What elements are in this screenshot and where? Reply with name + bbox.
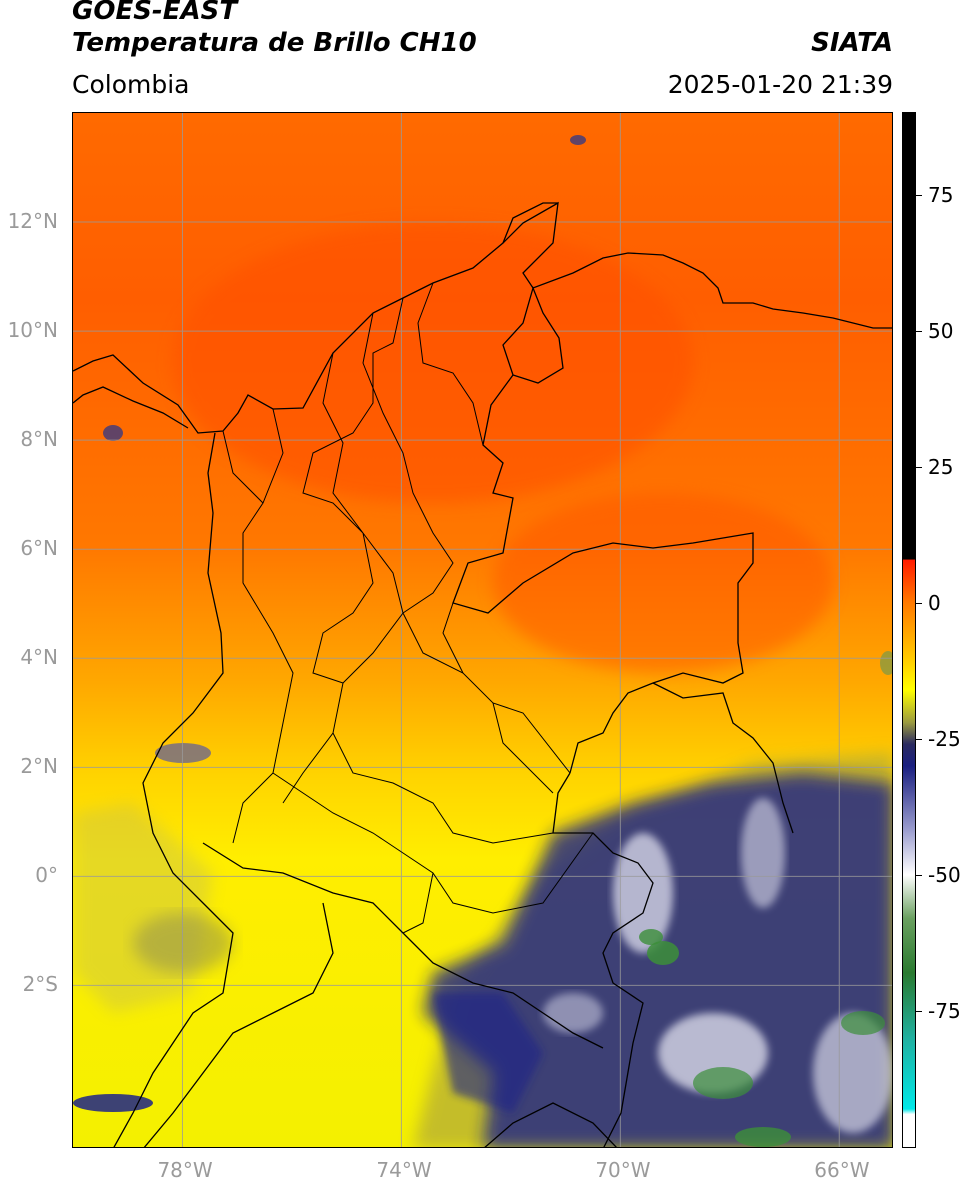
colorbar-tick-label: 75 bbox=[928, 182, 954, 207]
lat-tick-label: 2°N bbox=[20, 754, 58, 779]
coastline-panama bbox=[73, 386, 189, 429]
convective-cell-choco bbox=[155, 743, 211, 763]
cold-top-white-2 bbox=[741, 798, 785, 908]
lon-tick-label: 70°W bbox=[595, 1158, 651, 1182]
coastline-pacific bbox=[113, 432, 234, 1147]
colorbar-tick-mark bbox=[916, 874, 922, 876]
lat-tick-label: 12°N bbox=[7, 209, 58, 234]
warm-region-east bbox=[493, 493, 833, 673]
cold-top-green-4 bbox=[735, 1127, 791, 1147]
lat-tick-label: 0° bbox=[35, 863, 58, 888]
cold-top-green-2 bbox=[693, 1067, 753, 1099]
convective-cell-east bbox=[880, 651, 892, 675]
lat-tick-label: 10°N bbox=[7, 318, 58, 343]
country-borders bbox=[73, 201, 892, 1147]
lat-tick-label: 8°N bbox=[20, 427, 58, 452]
colorbar-tick-mark bbox=[916, 1010, 922, 1012]
product-title: Temperatura de Brillo CH10 bbox=[72, 28, 477, 58]
lon-tick-label: 78°W bbox=[157, 1158, 213, 1182]
cold-top-white-5 bbox=[543, 993, 603, 1033]
colorbar-tick-mark bbox=[916, 602, 922, 604]
coastline-caribbean bbox=[73, 201, 892, 434]
colorbar bbox=[902, 112, 916, 1148]
lon-tick-label: 66°W bbox=[814, 1158, 870, 1182]
border-colombia-venezuela bbox=[452, 374, 754, 774]
lon-tick-label: 74°W bbox=[376, 1158, 432, 1182]
region-label: Colombia bbox=[72, 70, 190, 99]
storm-cloud-navy-2 bbox=[433, 993, 543, 1113]
cloud-olive-southwest bbox=[133, 913, 233, 973]
peninsula-guajira bbox=[502, 202, 558, 244]
cold-top-green-5 bbox=[639, 929, 663, 945]
colorbar-tick-label: 25 bbox=[928, 454, 954, 479]
warm-region-north bbox=[173, 223, 693, 503]
cold-top-green-3 bbox=[841, 1011, 885, 1035]
border-colombia-ecuador-peru bbox=[202, 842, 604, 1049]
colorbar-tick-label: 0 bbox=[928, 590, 941, 615]
lat-tick-label: 4°N bbox=[20, 645, 58, 670]
lake-maracaibo bbox=[502, 285, 564, 384]
colorbar-tick-mark bbox=[916, 194, 922, 196]
colorbar-tick-mark bbox=[916, 466, 922, 468]
colorbar-tick-label: -25 bbox=[928, 726, 961, 751]
convective-cell-pacific bbox=[73, 1094, 153, 1112]
timestamp-label: 2025-01-20 21:39 bbox=[667, 70, 893, 99]
border-colombia-brazil bbox=[552, 772, 654, 1147]
colorbar-tick-label: -50 bbox=[928, 862, 961, 887]
cold-top-green-1 bbox=[647, 941, 679, 965]
colorbar-tick-mark bbox=[916, 330, 922, 332]
lat-tick-label: 6°N bbox=[20, 536, 58, 561]
satellite-title: GOES-EAST bbox=[72, 0, 238, 26]
department-lines bbox=[222, 282, 594, 934]
colorbar-tick-mark bbox=[916, 738, 922, 740]
lat-tick-label: 2°S bbox=[22, 972, 58, 997]
organization-label: SIATA bbox=[811, 28, 893, 58]
convective-cell-caribe bbox=[570, 135, 586, 145]
border-venezuela-brazil bbox=[652, 682, 794, 834]
convective-cell-panama bbox=[103, 425, 123, 441]
colorbar-tick-label: -75 bbox=[928, 998, 961, 1023]
colorbar-gradient bbox=[903, 113, 915, 1147]
colorbar-tick-label: 50 bbox=[928, 318, 954, 343]
cold-top-white-4 bbox=[813, 1013, 892, 1133]
border-ecuador-peru bbox=[143, 902, 334, 1147]
satellite-map[interactable] bbox=[72, 112, 893, 1148]
border-peru-brazil bbox=[484, 1102, 617, 1147]
